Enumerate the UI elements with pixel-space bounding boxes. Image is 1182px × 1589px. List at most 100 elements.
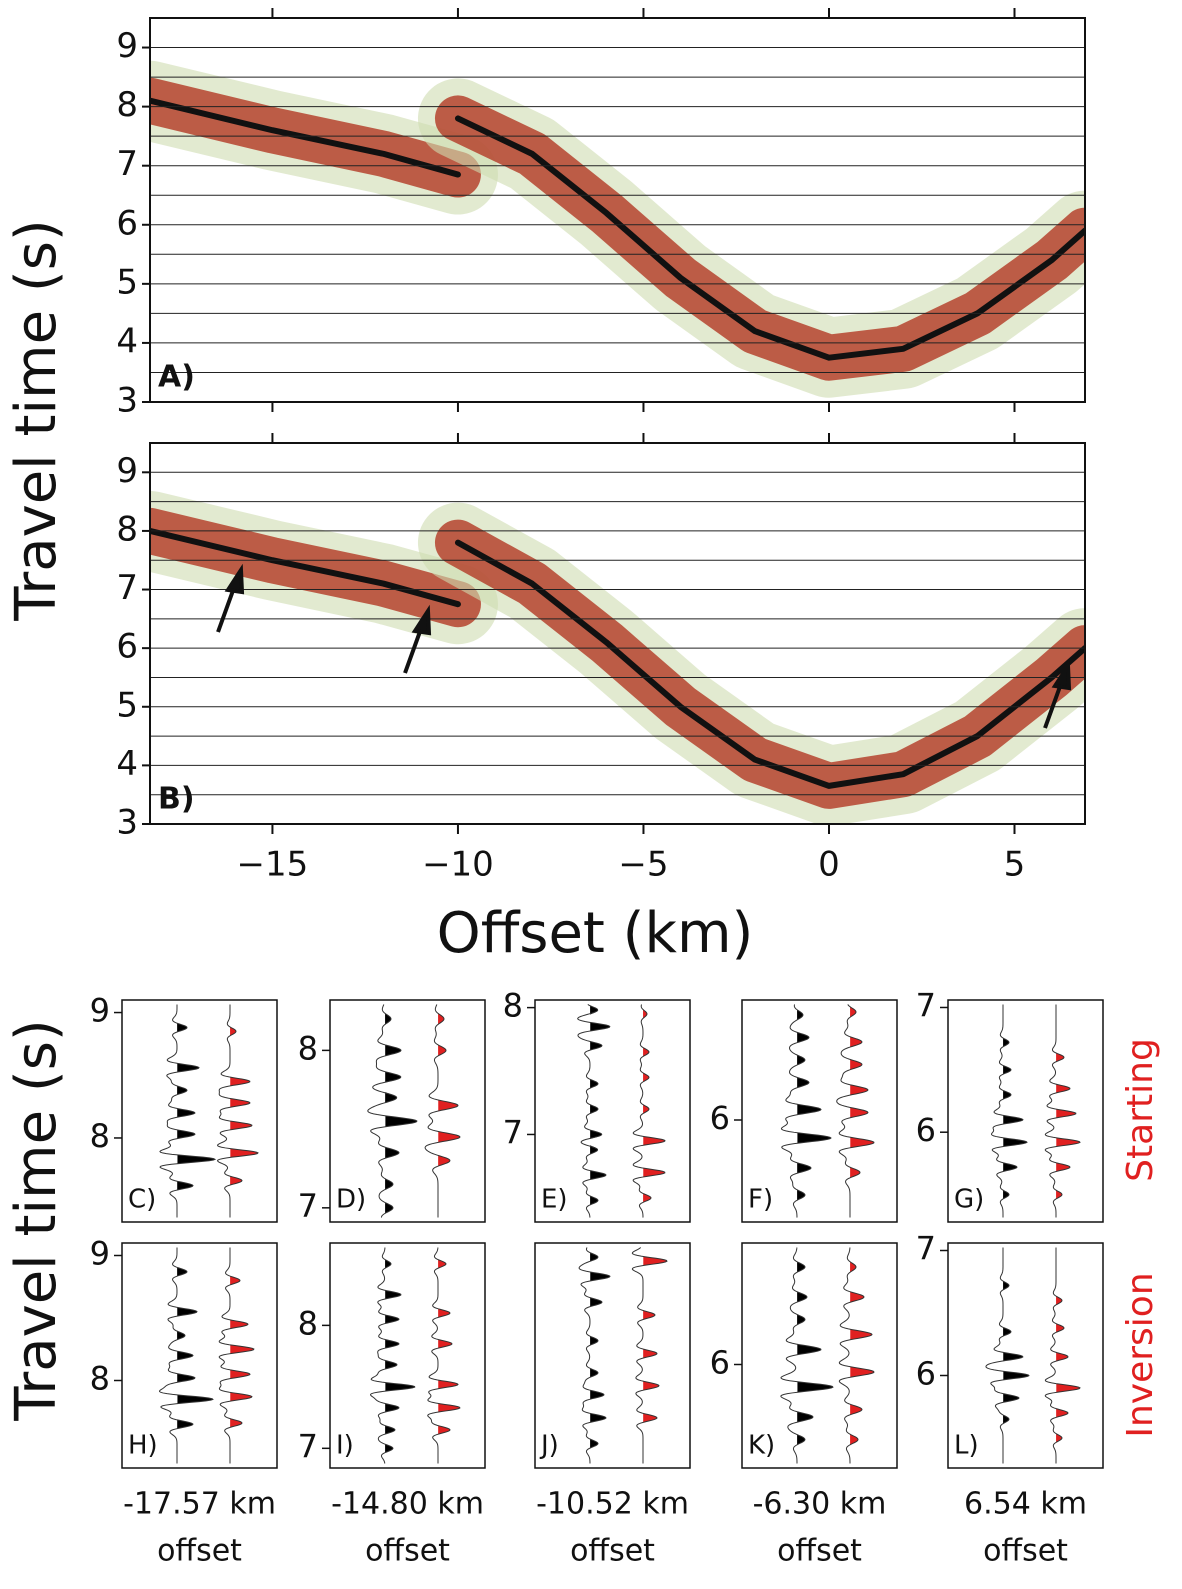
panel-label: L): [954, 1431, 979, 1461]
wiggle-lobe: [385, 1115, 417, 1127]
y-tick-label: 7: [298, 1427, 318, 1465]
wiggle-lobe: [385, 1360, 397, 1370]
y-tick-label: 4: [116, 321, 138, 361]
y-tick-label: 7: [116, 568, 138, 608]
wiggle-lobe: [177, 1267, 187, 1277]
wiggle-lobe: [1003, 1162, 1017, 1172]
wiggle-lobe: [1003, 1352, 1023, 1362]
wiggle-lobe: [590, 1297, 602, 1307]
wiggle-lobe: [643, 1310, 655, 1320]
wiggle-lobe: [385, 1314, 399, 1324]
wiggle-lobe: [643, 1136, 665, 1146]
panel-label: J): [539, 1431, 559, 1461]
wiggle-lobe: [438, 1099, 458, 1111]
wiggle-lobe: [590, 1368, 598, 1378]
wiggle-lobe: [797, 1132, 831, 1144]
wiggle-lobe: [177, 1373, 195, 1383]
y-tick-label: 5: [116, 262, 138, 302]
wiggle-lobe: [850, 1261, 856, 1273]
event-line: [150, 527, 461, 608]
wiggle-lobe: [797, 1077, 809, 1088]
panel-label: G): [954, 1185, 984, 1215]
panel-label: C): [128, 1185, 156, 1215]
panel-frame-bg: [330, 1000, 485, 1222]
y-tick-label: 8: [298, 1304, 318, 1342]
wiggle-lobe: [1003, 1414, 1009, 1424]
x-tick-label: −15: [237, 845, 309, 885]
arrow-head: [411, 604, 432, 636]
offset-caption: -6.30 km: [753, 1487, 887, 1522]
wiggle-lobe: [177, 1419, 193, 1429]
wiggle-trace: [780, 1247, 834, 1464]
wiggle-lobe: [643, 1413, 657, 1423]
wiggle-trace: [1044, 1247, 1081, 1464]
wiggle-lobe: [590, 1079, 598, 1089]
wiggle-lobe: [590, 1041, 602, 1051]
panel-label: A): [158, 360, 195, 395]
wiggle-lobe: [438, 1339, 452, 1349]
wiggle-lobe: [230, 1392, 252, 1402]
x-tick-label: 5: [1004, 845, 1026, 885]
wiggle-trace: [218, 1247, 255, 1464]
wiggle-lobe: [797, 1291, 807, 1303]
wiggle-lobe: [385, 1290, 401, 1299]
wiggle-trace: [780, 1004, 832, 1218]
wiggle-lobe: [1056, 1190, 1062, 1199]
wiggle-lobe: [1056, 1352, 1068, 1362]
y-tick-label: 9: [116, 26, 138, 66]
wiggle-lobe: [385, 1444, 393, 1453]
wiggle-lobe: [643, 1381, 659, 1391]
panel-label: K): [748, 1431, 775, 1461]
wiggle-lobe: [797, 1162, 811, 1174]
offset-caption: -17.57 km: [123, 1487, 276, 1522]
wiggle-lobe: [385, 1339, 399, 1349]
y-tick-label: 8: [90, 1117, 110, 1155]
y-tick-label: 9: [116, 451, 138, 491]
wiggle-lobe: [1056, 1323, 1064, 1333]
amplitude-band: [434, 95, 1085, 381]
event-line: [454, 115, 1085, 361]
wiggle-lobe: [797, 1381, 833, 1393]
wiggle-lobe: [1056, 1053, 1064, 1062]
wiggle-lobe: [177, 1129, 195, 1139]
wiggle-lobe: [177, 1307, 197, 1317]
wiggle-trace: [985, 1247, 1030, 1464]
x-tick-label: 0: [818, 845, 840, 885]
wiggle-lobe: [385, 1178, 393, 1190]
x-axis-label: Offset (km): [437, 901, 754, 966]
x-tick-label: −5: [618, 845, 668, 885]
panel-label: F): [748, 1185, 773, 1215]
row-label: Starting: [1120, 1038, 1161, 1182]
wiggle-trace: [367, 1004, 418, 1218]
y-tick-label: 3: [116, 803, 138, 843]
wiggle-lobe: [385, 1382, 415, 1392]
wiggle-lobe: [1003, 1281, 1009, 1290]
panel-frame-bg: [122, 1243, 277, 1468]
wiggle-lobe: [1003, 1065, 1011, 1075]
wiggle-lobe: [590, 1271, 610, 1281]
wiggle-lobe: [385, 1013, 391, 1025]
wiggle-lobe: [797, 1054, 805, 1066]
y-tick-label: 8: [503, 987, 523, 1025]
wiggle-lobe: [177, 1023, 187, 1032]
wiggle-lobe: [850, 1434, 858, 1445]
offset-caption: offset: [570, 1534, 655, 1569]
wiggle-lobe: [850, 1404, 862, 1415]
wiggle-lobe: [385, 1425, 395, 1435]
panel-label: B): [158, 782, 195, 817]
wiggle-lobe: [438, 1155, 450, 1167]
wiggle-lobe: [1003, 1137, 1027, 1147]
wiggle-lobe: [797, 1261, 805, 1273]
wiggle-lobe: [590, 1252, 598, 1262]
wiggle-lobe: [230, 1077, 250, 1086]
wiggle-trace: [836, 1004, 875, 1218]
row-label: Inversion: [1120, 1272, 1161, 1437]
y-tick-label: 8: [116, 85, 138, 125]
y-axis-label: Travel time (s): [4, 219, 69, 621]
wiggle-lobe: [1056, 1137, 1080, 1147]
event-line: [150, 97, 461, 178]
panel-frame-bg: [535, 1243, 690, 1468]
wiggle-lobe: [177, 1331, 185, 1340]
wiggle-trace: [1044, 1004, 1081, 1218]
panel-frame: [329, 1242, 486, 1469]
